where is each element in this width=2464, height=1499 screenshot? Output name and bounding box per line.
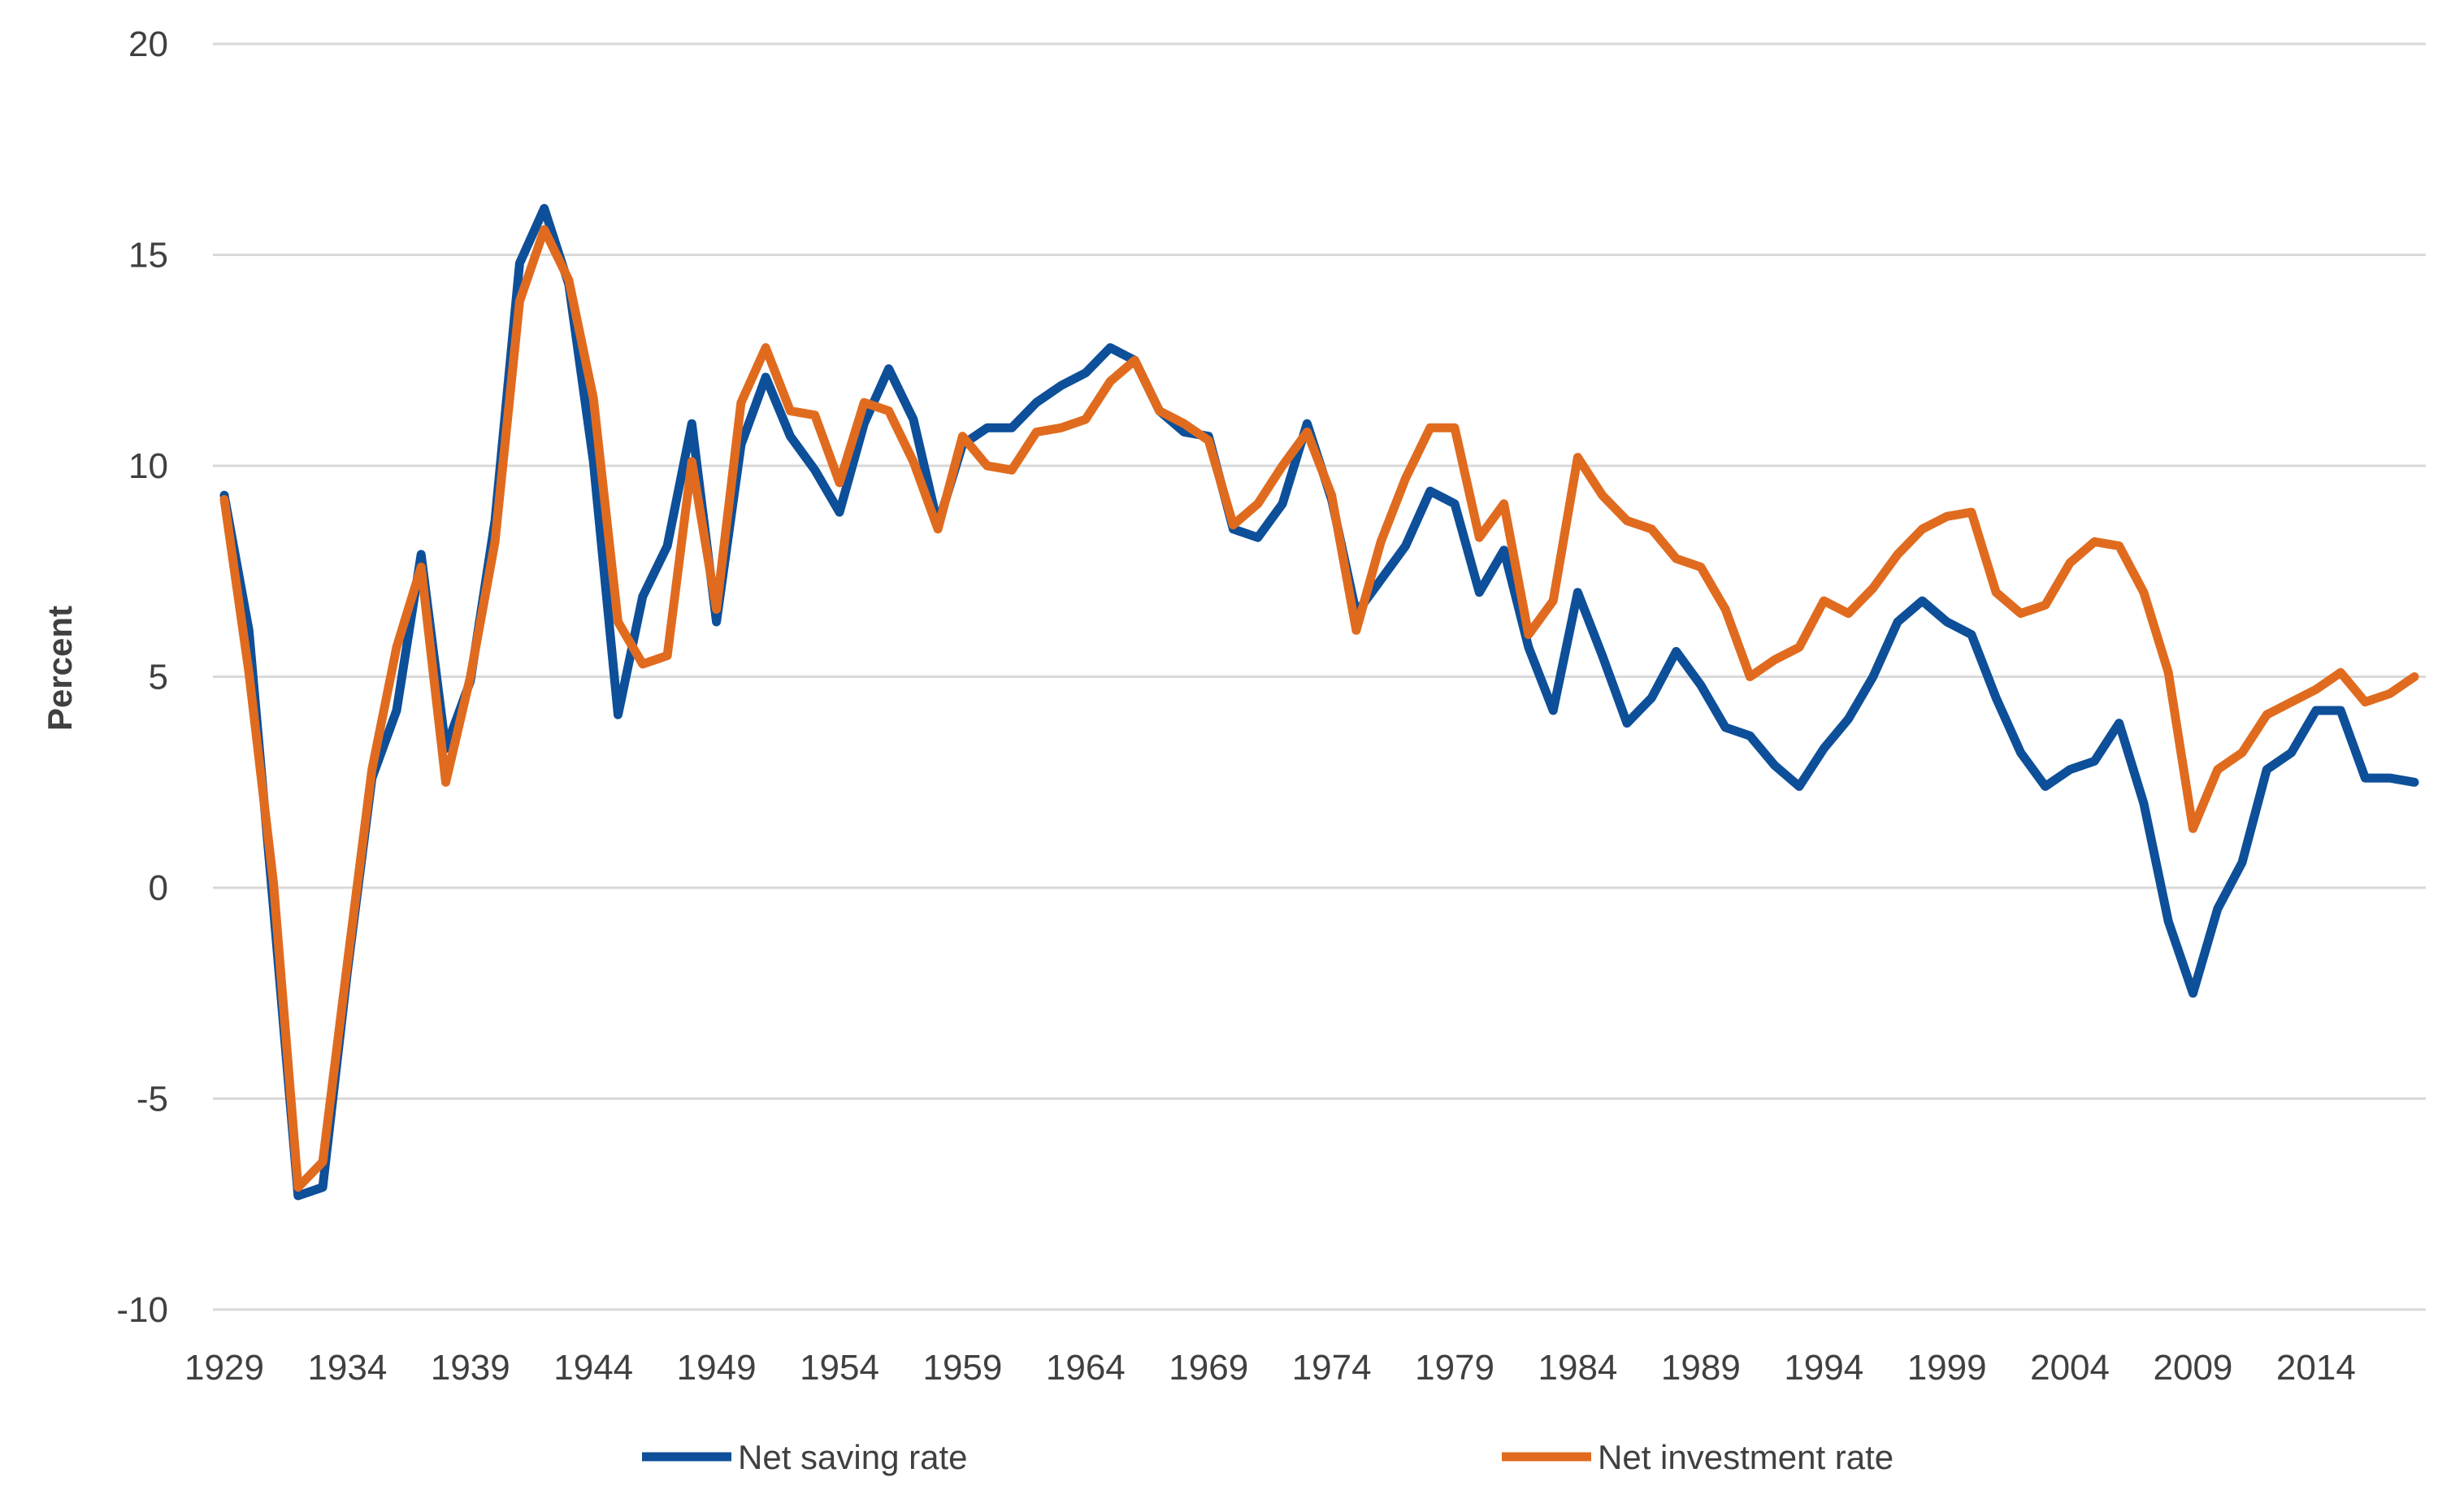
x-tick-label: 1999 [1907, 1348, 1987, 1388]
y-axis-label: Percent [41, 606, 79, 731]
x-tick-label: 1989 [1661, 1348, 1741, 1388]
y-tick-label: -5 [137, 1080, 168, 1119]
x-tick-label: 1994 [1784, 1348, 1863, 1388]
y-tick-label: 0 [149, 868, 168, 908]
y-tick-label: 15 [128, 236, 168, 276]
series-line-1 [219, 224, 2419, 1192]
x-tick-label: 1939 [431, 1348, 510, 1388]
legend: Net saving rate Net investment rate [642, 1438, 1894, 1476]
x-tick-label: 1934 [307, 1348, 387, 1388]
x-tick-label: 2009 [2154, 1348, 2233, 1388]
legend-label: Net saving rate [738, 1438, 967, 1476]
y-tick-label: -10 [116, 1290, 168, 1330]
x-axis-ticks: 1929 1934 1939 1944 1949 1954 1959 1964 1969 1974… [184, 1348, 2356, 1388]
x-tick-label: 1964 [1046, 1348, 1126, 1388]
legend-label: Net investment rate [1598, 1438, 1894, 1476]
x-tick-label: 1959 [922, 1348, 1002, 1388]
x-tick-label: 1944 [553, 1348, 633, 1388]
y-tick-label: 5 [149, 658, 168, 697]
x-tick-label: 1969 [1169, 1348, 1248, 1388]
y-tick-label: 20 [128, 24, 168, 64]
x-tick-label: 1974 [1292, 1348, 1372, 1388]
x-tick-label: 2014 [2276, 1348, 2356, 1388]
series-line-0 [219, 203, 2419, 1201]
x-tick-label: 1929 [184, 1348, 264, 1388]
x-tick-label: 1984 [1538, 1348, 1618, 1388]
y-tick-label: 10 [128, 446, 168, 486]
y-axis-ticks: -10 -5 0 5 10 15 20 [116, 24, 168, 1330]
x-tick-label: 1954 [800, 1348, 879, 1388]
x-tick-label: 1949 [677, 1348, 757, 1388]
series-lines [219, 203, 2419, 1201]
x-tick-label: 2004 [2030, 1348, 2110, 1388]
x-tick-label: 1979 [1415, 1348, 1494, 1388]
